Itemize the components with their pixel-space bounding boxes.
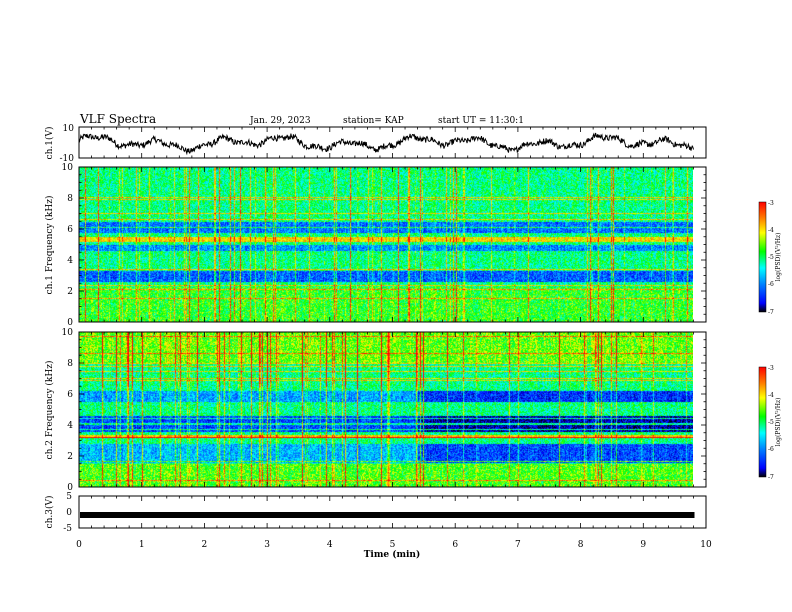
time-tick-label: 4 <box>327 540 333 550</box>
figure-title: VLF Spectra <box>79 112 156 126</box>
ch2-ytick: 4 <box>67 421 73 431</box>
ch2-ytick: 6 <box>67 390 73 400</box>
ch2-ytick: 2 <box>67 452 73 462</box>
time-tick-label: 7 <box>515 540 521 550</box>
ch1-ytick: 2 <box>67 287 73 297</box>
colorbar-label: log(PSD)(V²/Hz) <box>775 398 782 447</box>
colorbar-tick: -4 <box>768 392 774 399</box>
ch2-ytick: 0 <box>67 483 73 493</box>
ch2-ytick: 10 <box>62 328 74 338</box>
colorbar-ch2: -3 -4 -5 -6 -7 log(PSD)(V²/Hz) <box>758 365 782 481</box>
ch3-ylabel: ch.3(V) <box>44 496 55 529</box>
ch2-spectrogram-panel: 0 2 4 6 8 10 ch.2 Frequency (kHz) <box>44 328 707 493</box>
ch1-spectrogram-canvas <box>79 167 693 322</box>
time-tick-label: 9 <box>640 540 646 550</box>
time-tick-label: 8 <box>578 540 584 550</box>
colorbar-tick: -3 <box>768 365 774 372</box>
ch1-ytick-bottom: -10 <box>60 154 75 164</box>
ch1-waveform-panel: 10 -10 ch.1(V) <box>44 124 707 164</box>
ch3-ytick-bottom: -5 <box>63 524 72 534</box>
ch1-trace <box>78 132 694 156</box>
colorbar-label: log(PSD)(V²/Hz) <box>775 233 782 282</box>
colorbar-tick: -6 <box>768 281 774 288</box>
ch1-ytick: 0 <box>67 318 73 328</box>
date-label: Jan. 29, 2023 <box>249 116 311 126</box>
colorbar-tick: -5 <box>768 254 774 261</box>
time-tick-label: 3 <box>264 540 270 550</box>
time-tick-label: 10 <box>700 540 712 550</box>
ch1-freq-ticks: 0 2 4 6 8 10 <box>62 163 74 328</box>
time-tick-label: 2 <box>202 540 208 550</box>
ch2-spectrogram-canvas <box>79 332 693 487</box>
time-tick-label: 6 <box>452 540 458 550</box>
colorbar-tick: -5 <box>768 419 774 426</box>
colorbar-tick: -4 <box>768 227 774 234</box>
colorbar-tick: -7 <box>768 474 774 481</box>
ch3-panel: 5 0 -5 ch.3(V) <box>44 492 707 534</box>
colorbar-tick: -6 <box>768 446 774 453</box>
ch3-ytick-top: 5 <box>66 492 72 502</box>
colorbar-tick: -3 <box>768 200 774 207</box>
time-tick-label: 1 <box>139 540 145 550</box>
colorbar-ch1: -3 -4 -5 -6 -7 log(PSD)(V²/Hz) <box>758 200 782 316</box>
time-axis-label: Time (min) <box>364 549 421 560</box>
ch3-trace <box>80 512 695 518</box>
ch1-ylabel: ch.1(V) <box>44 127 55 160</box>
ch1-ytick-top: 10 <box>63 124 75 134</box>
time-tick-label: 0 <box>76 540 82 550</box>
time-tick-label: 5 <box>390 540 396 550</box>
ch2-ytick: 8 <box>67 359 73 369</box>
ch1-ytick: 6 <box>67 225 73 235</box>
ch1-ytick: 4 <box>67 256 73 266</box>
ch1-ytick: 10 <box>62 163 74 173</box>
colorbar-tick: -7 <box>768 309 774 316</box>
ch1-spectrogram-panel: 0 2 4 6 8 10 ch.1 Frequency (kHz) <box>44 163 707 328</box>
start-time-label: start UT = 11:30:1 <box>438 116 524 126</box>
ch1-ytick: 8 <box>67 194 73 204</box>
time-ticks <box>78 127 707 528</box>
ch2-freq-ylabel: ch.2 Frequency (kHz) <box>44 361 55 460</box>
time-axis: 0 1 2 3 4 5 6 7 8 9 10 Time (min) <box>76 540 712 560</box>
ch2-freq-ticks: 0 2 4 6 8 10 <box>62 328 74 493</box>
ch3-ytick-mid: 0 <box>66 508 72 518</box>
ch1-freq-ylabel: ch.1 Frequency (kHz) <box>44 196 55 295</box>
station-label: station= KAP <box>343 116 404 126</box>
